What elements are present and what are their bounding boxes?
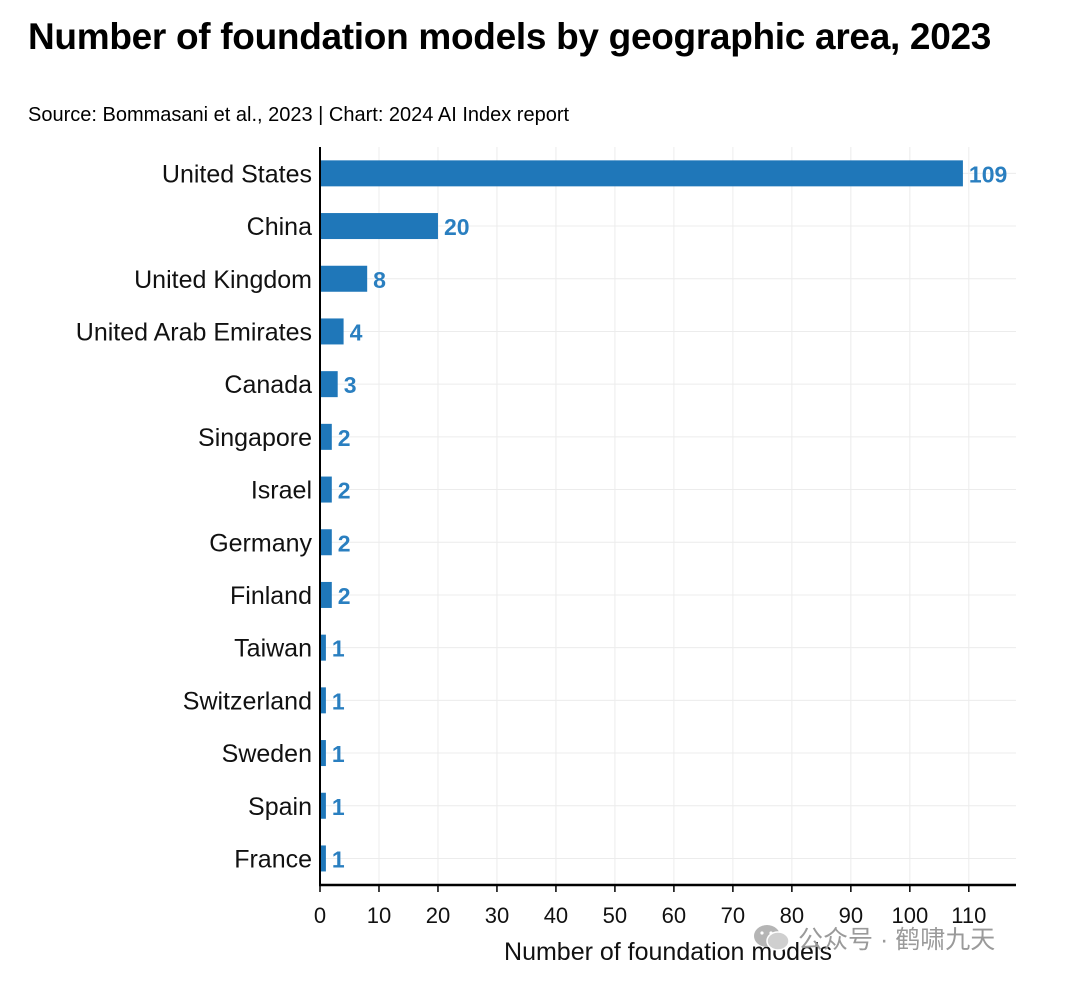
data-label: 1 (332, 741, 345, 767)
bar (320, 581, 332, 608)
data-label: 1 (332, 636, 345, 662)
category-label: China (247, 213, 312, 241)
category-label: Spain (248, 793, 312, 821)
chart-subtitle: Source: Bommasani et al., 2023 | Chart: … (28, 104, 570, 126)
bar (320, 318, 344, 345)
bar (320, 845, 326, 872)
x-tick-label: 110 (951, 903, 986, 928)
category-label: Israel (251, 477, 312, 505)
bar (320, 423, 332, 450)
data-label: 109 (969, 161, 1007, 187)
bar (320, 371, 338, 398)
category-label: Singapore (198, 424, 312, 452)
bar (320, 792, 326, 819)
category-label: United Arab Emirates (76, 318, 312, 346)
x-tick-label: 0 (314, 903, 326, 928)
x-tick-label: 100 (891, 903, 928, 928)
x-tick-label: 90 (839, 903, 863, 928)
bar (320, 687, 326, 714)
bar (320, 634, 326, 661)
watermark: 公众号 · 鹤啸九天 (752, 920, 995, 956)
x-tick-label: 60 (662, 903, 686, 928)
category-label: Finland (230, 582, 312, 610)
x-tick-label: 80 (780, 903, 804, 928)
category-label: Sweden (222, 740, 312, 768)
category-label: United Kingdom (134, 266, 312, 294)
bar (320, 213, 438, 240)
data-label: 1 (332, 794, 345, 820)
x-tick-label: 40 (544, 903, 568, 928)
x-tick-label: 30 (485, 903, 509, 928)
bar (320, 529, 332, 556)
data-label: 2 (338, 530, 351, 556)
bar (320, 476, 332, 503)
data-label: 3 (344, 372, 357, 398)
chart-title: Number of foundation models by geographi… (28, 16, 992, 57)
watermark-text: 公众号 · 鹤啸九天 (798, 926, 996, 954)
bar (320, 160, 963, 187)
x-tick-label: 10 (367, 903, 391, 928)
x-tick-label: 20 (426, 903, 450, 928)
data-label: 1 (332, 688, 345, 714)
x-tick-label: 70 (721, 903, 745, 928)
category-label: France (234, 845, 312, 873)
x-tick-label: 50 (603, 903, 627, 928)
category-label: Canada (224, 371, 312, 399)
data-label: 8 (373, 267, 386, 293)
bar (320, 740, 326, 767)
data-label: 1 (332, 846, 345, 872)
category-label: Switzerland (183, 687, 312, 715)
category-label: Taiwan (234, 635, 312, 663)
wechat-icon (754, 925, 790, 951)
data-label: 2 (338, 583, 351, 609)
category-label: Germany (209, 529, 312, 557)
data-label: 4 (350, 319, 363, 345)
category-label: United States (162, 160, 312, 188)
bar (320, 265, 368, 292)
data-label: 2 (338, 478, 351, 504)
data-label: 2 (338, 425, 351, 451)
data-label: 20 (444, 214, 470, 240)
